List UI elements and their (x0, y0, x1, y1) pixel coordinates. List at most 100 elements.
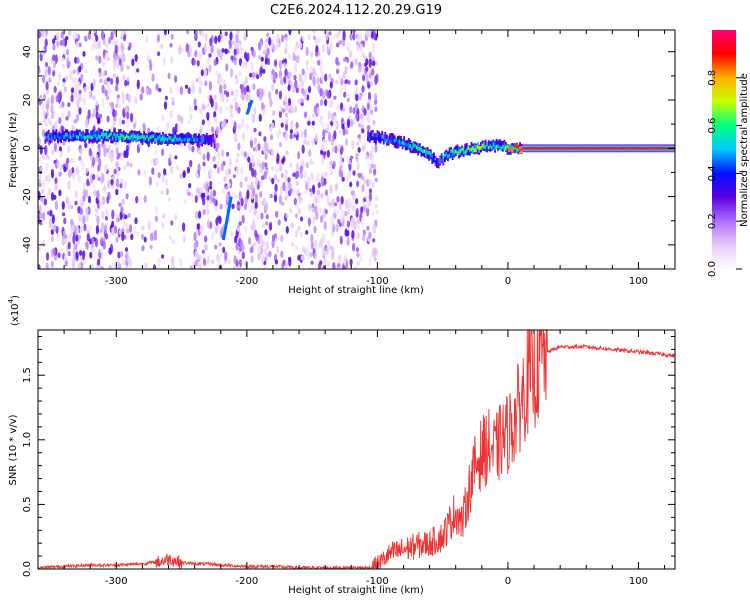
noise-speckle (284, 123, 289, 132)
noise-speckle (304, 111, 308, 118)
noise-speckle (79, 225, 83, 234)
noise-speckle (142, 122, 146, 130)
noise-speckle (50, 235, 55, 243)
signal-ridge-cell (516, 146, 518, 154)
noise-speckle (274, 183, 278, 193)
noise-speckle (290, 222, 294, 229)
noise-speckle (266, 48, 270, 56)
y-tick-label: 0.0 (22, 561, 33, 577)
noise-speckle (356, 232, 360, 240)
signal-ridge-cell (132, 135, 134, 143)
signal-ridge-cell (113, 134, 116, 142)
noise-speckle (105, 233, 109, 240)
signal-ridge-cell (486, 142, 488, 147)
noise-speckle (252, 222, 256, 232)
noise-speckle (101, 211, 105, 219)
noise-speckle (135, 196, 139, 204)
noise-speckle (174, 214, 178, 221)
signal-ridge-cell (392, 139, 395, 143)
signal-ridge-cell (373, 133, 376, 141)
noise-speckle (67, 145, 71, 153)
noise-speckle (251, 167, 255, 178)
noise-speckle (202, 257, 207, 266)
noise-speckle (78, 65, 82, 73)
noise-speckle (44, 68, 48, 78)
noise-speckle (218, 216, 222, 225)
noise-speckle (300, 255, 304, 261)
signal-ridge-cell (72, 133, 75, 137)
noise-speckle (128, 224, 133, 233)
noise-speckle (94, 208, 98, 213)
noise-speckle (346, 220, 350, 228)
noise-speckle (238, 191, 242, 201)
signal-ridge-cell (375, 135, 377, 143)
noise-speckle (63, 86, 67, 93)
noise-speckle (47, 66, 51, 76)
noise-speckle (44, 61, 49, 68)
noise-speckle (371, 181, 375, 189)
noise-speckle (127, 213, 131, 218)
signal-ridge-cell (130, 134, 133, 138)
noise-speckle (95, 34, 99, 42)
snr-multiplier-base: (x10 (10, 303, 21, 326)
noise-speckle (161, 148, 165, 157)
colorbar-tick-label: 0.6 (707, 118, 718, 134)
noise-speckle (289, 133, 293, 140)
noise-speckle (79, 250, 83, 256)
noise-speckle (368, 188, 373, 194)
noise-speckle (182, 170, 186, 178)
signal-ridge-cell (174, 134, 177, 139)
noise-speckle (284, 68, 288, 77)
noise-speckle (268, 53, 272, 58)
noise-speckle (38, 156, 42, 164)
noise-speckle (95, 153, 99, 162)
signal-ridge-cell (426, 152, 429, 159)
signal-ridge-cell (465, 143, 468, 153)
noise-speckle (171, 255, 175, 266)
signal-ridge-cell (85, 135, 88, 140)
noise-speckle (136, 231, 140, 237)
noise-speckle (38, 264, 41, 269)
x-tick-label: -300 (105, 576, 128, 587)
noise-speckle (62, 38, 66, 47)
signal-ridge-cell (393, 135, 396, 143)
noise-speckle (170, 55, 174, 65)
noise-speckle (295, 122, 299, 129)
noise-speckle (42, 93, 47, 101)
noise-speckle (110, 179, 114, 186)
noise-speckle (278, 160, 282, 169)
signal-ridge-cell (102, 133, 105, 138)
signal-ridge-cell (663, 147, 666, 150)
signal-ridge-cell (71, 130, 73, 138)
signal-ridge-cell (168, 135, 171, 140)
noise-speckle (334, 202, 338, 207)
signal-ridge-cell (489, 144, 492, 152)
noise-speckle (100, 266, 105, 269)
noise-speckle (322, 211, 326, 219)
noise-speckle (295, 55, 300, 64)
noise-speckle (369, 109, 373, 115)
signal-ridge-cell (420, 148, 423, 152)
noise-speckle (127, 46, 131, 51)
signal-ridge-cell (82, 135, 84, 139)
noise-speckle (199, 129, 203, 134)
noise-speckle (277, 219, 281, 226)
noise-speckle (216, 167, 221, 175)
noise-speckle (79, 148, 83, 155)
noise-speckle (253, 169, 257, 178)
signal-ridge-cell (456, 146, 459, 154)
noise-speckle (221, 187, 225, 195)
noise-speckle (50, 168, 55, 179)
signal-ridge-cell (494, 146, 496, 150)
noise-speckle (206, 111, 210, 121)
signal-ridge-cell (627, 147, 629, 150)
noise-speckle (113, 225, 118, 234)
noise-speckle (251, 71, 256, 79)
noise-speckle (231, 40, 235, 45)
noise-speckle (230, 55, 234, 60)
noise-speckle (266, 57, 271, 66)
noise-speckle (259, 167, 263, 173)
noise-speckle (74, 190, 78, 199)
